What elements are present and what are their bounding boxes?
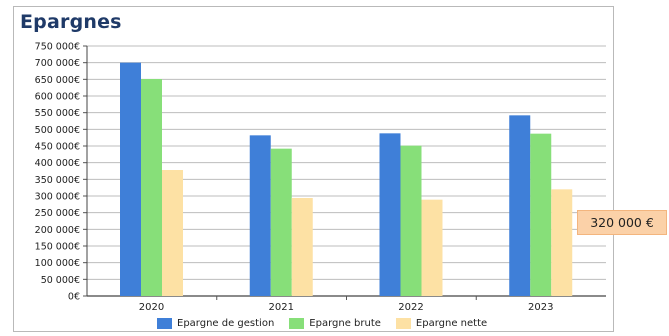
y-tick-label: 300 000€ (35, 192, 80, 203)
legend-item-epargne-nette: Epargne nette (395, 318, 488, 329)
bar (400, 145, 422, 296)
bar (141, 79, 162, 296)
bar (551, 189, 573, 296)
legend-item-epargne-de-gestion: Epargne de gestion (157, 318, 274, 329)
chart-title: Epargnes (20, 11, 122, 33)
legend-swatch-epargne-nette (395, 318, 411, 329)
x-tick-label: 2022 (398, 302, 423, 313)
value-callout: 320 000 € (577, 210, 667, 235)
y-tick-label: 400 000€ (35, 158, 80, 169)
x-tick-label: 2023 (528, 302, 553, 313)
bar (270, 148, 292, 296)
y-tick-label: 500 000€ (35, 125, 80, 136)
y-tick-label: 150 000€ (35, 242, 80, 253)
y-tick-label: 200 000€ (35, 225, 80, 236)
chart-legend: Epargne de gestion Epargne brute Epargne… (157, 318, 487, 329)
legend-label-epargne-de-gestion: Epargne de gestion (177, 318, 275, 329)
y-tick-label: 100 000€ (35, 258, 80, 269)
y-tick-label: 650 000€ (35, 75, 80, 86)
y-tick-label: 50 000€ (41, 275, 80, 286)
y-tick-label: 250 000€ (35, 208, 80, 219)
bar (421, 199, 443, 296)
bar (291, 198, 313, 296)
y-tick-label: 450 000€ (35, 142, 80, 153)
bar (530, 133, 552, 296)
y-tick-label: 0€ (68, 292, 80, 303)
y-tick-label: 550 000€ (35, 108, 80, 119)
bar (509, 115, 531, 296)
bar (379, 133, 401, 296)
bar (120, 62, 141, 296)
y-tick-label: 350 000€ (35, 175, 80, 186)
legend-swatch-epargne-brute (289, 318, 305, 329)
legend-label-epargne-brute: Epargne brute (309, 318, 381, 329)
y-tick-label: 600 000€ (35, 92, 80, 103)
y-tick-label: 750 000€ (35, 42, 80, 53)
x-tick-label: 2021 (269, 302, 294, 313)
legend-item-epargne-brute: Epargne brute (289, 318, 381, 329)
legend-swatch-epargne-de-gestion (157, 318, 172, 329)
legend-label-epargne-nette: Epargne nette (415, 318, 488, 329)
x-tick-label: 2020 (139, 302, 164, 313)
y-tick-label: 700 000€ (35, 58, 80, 69)
bar (249, 135, 271, 296)
bar (162, 170, 183, 296)
